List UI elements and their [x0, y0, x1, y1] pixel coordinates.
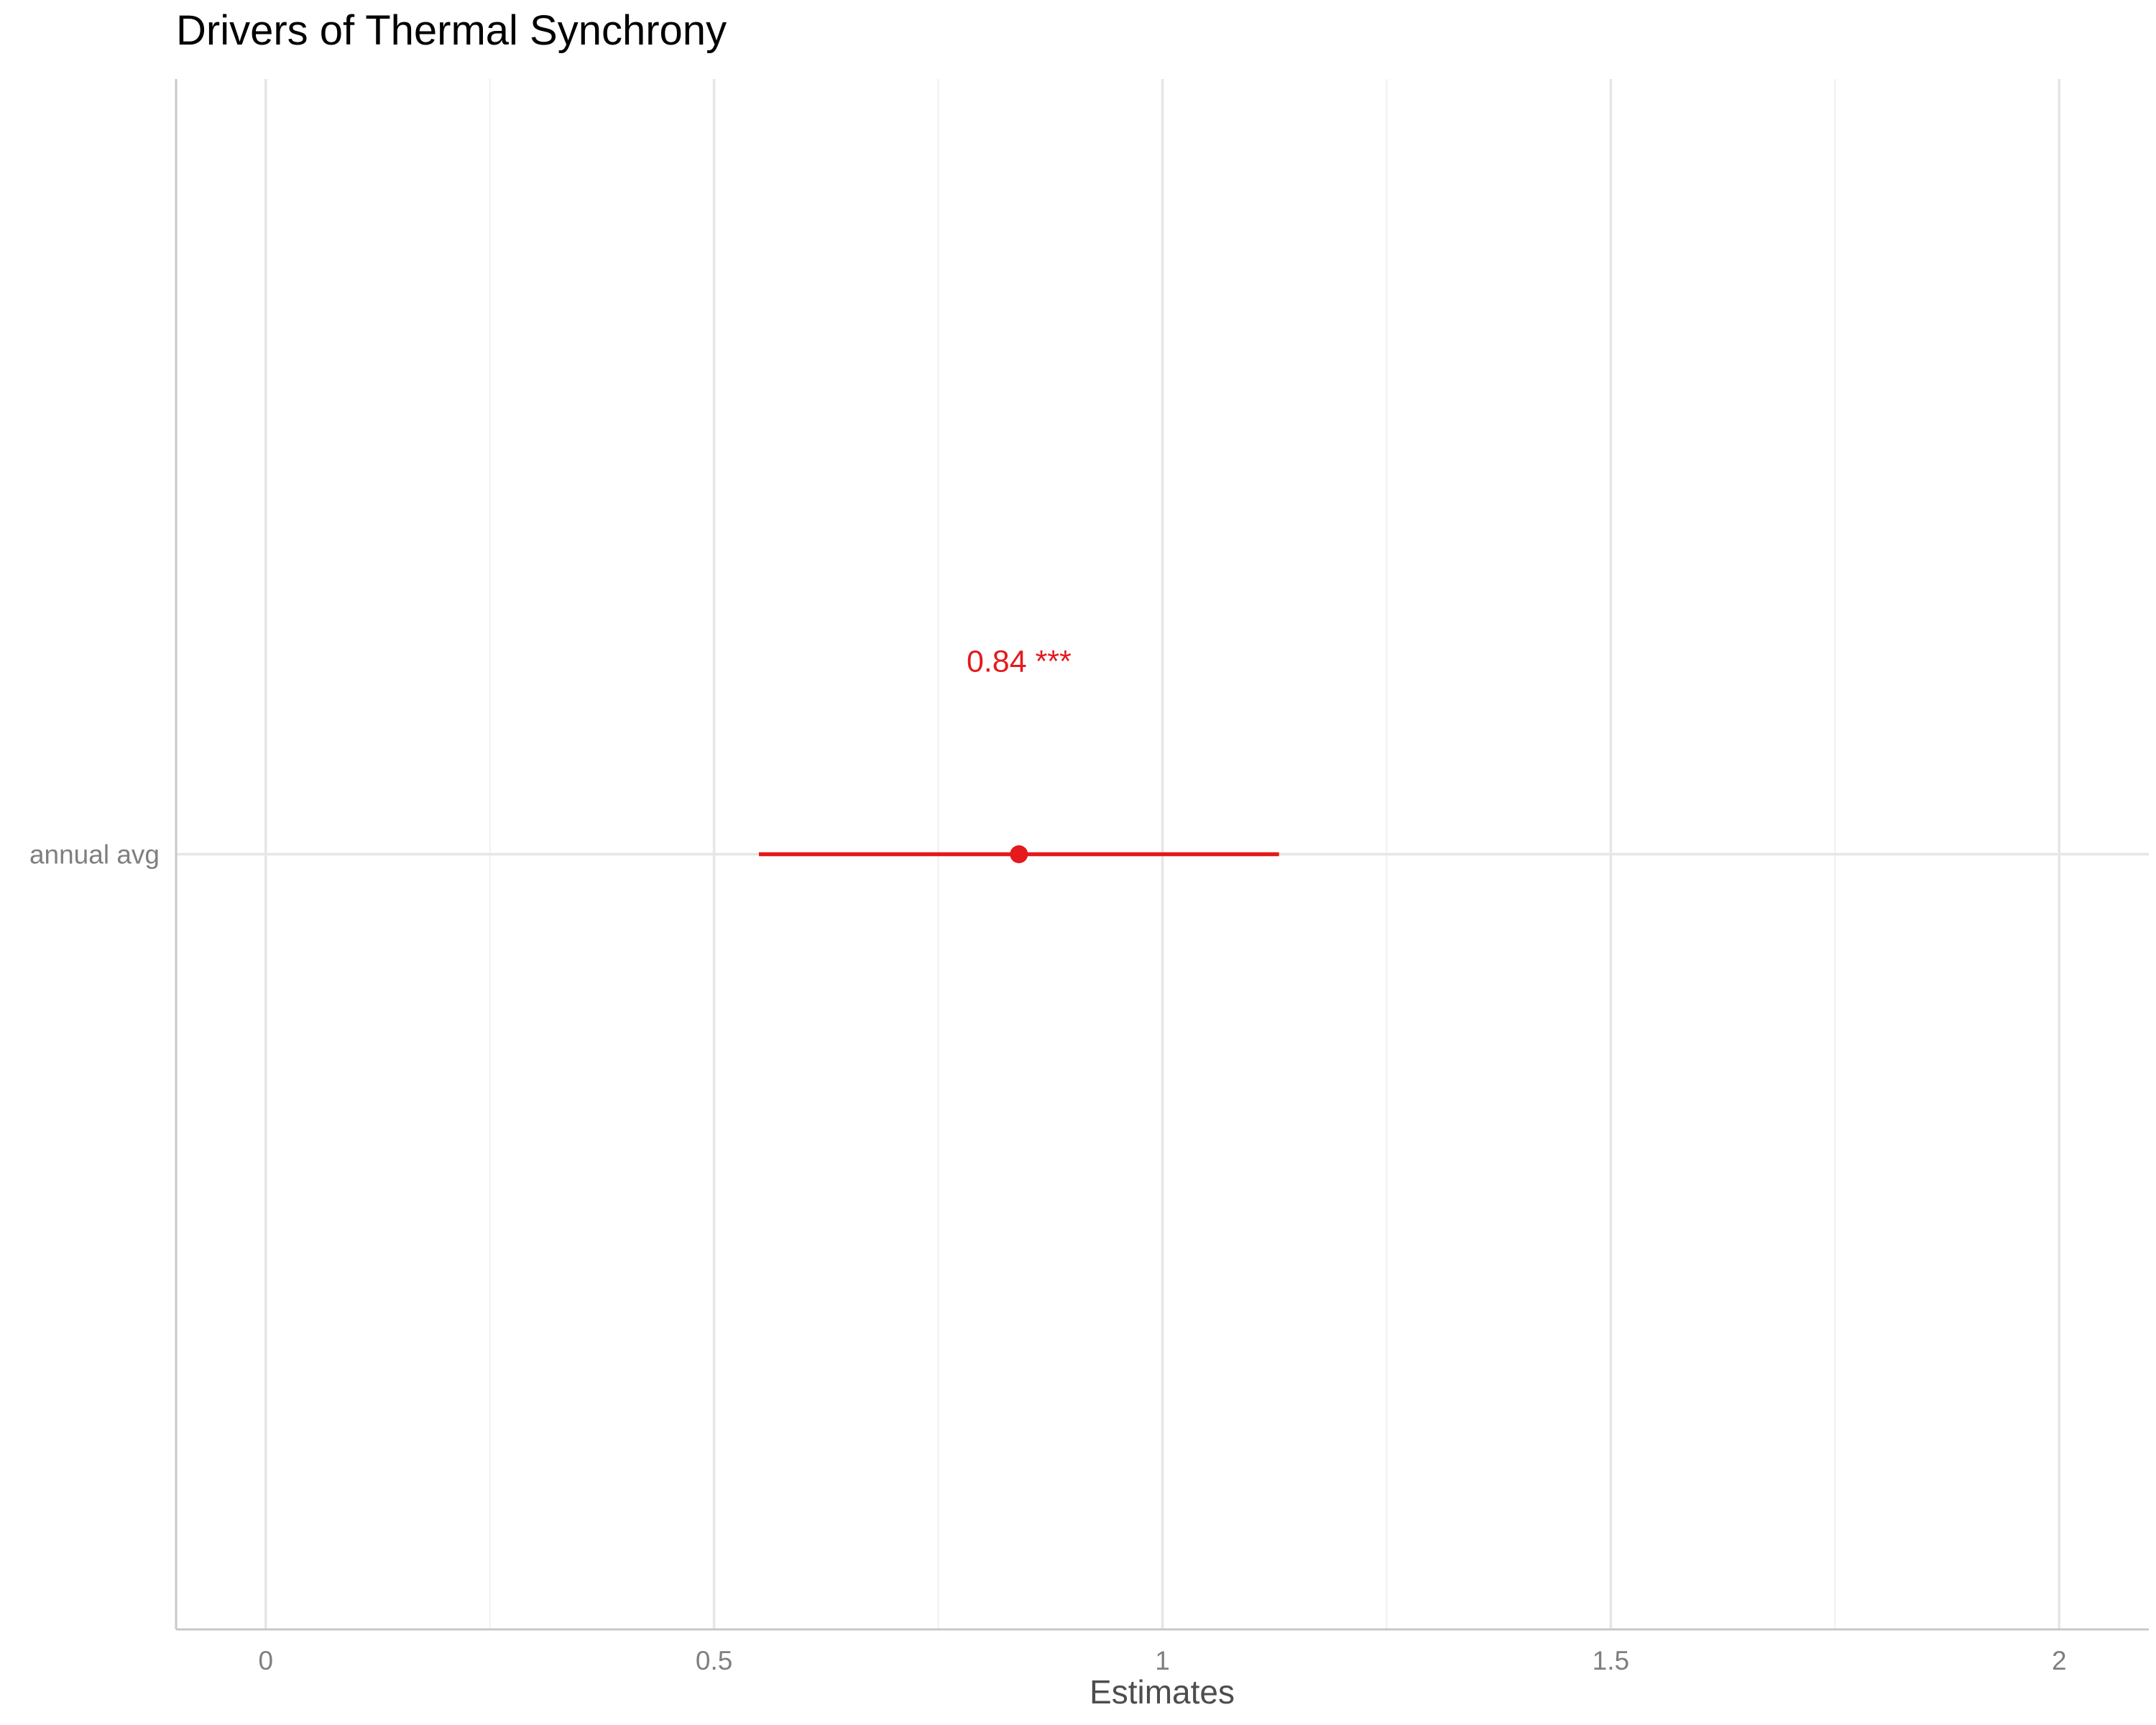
chart-title: Drivers of Thermal Synchrony: [176, 7, 727, 54]
x-tick-labels: 0 0.5 1 1.5 2: [258, 1646, 2066, 1675]
gridlines: [176, 79, 2149, 1629]
x-tick-label-4: 2: [2052, 1646, 2067, 1675]
x-tick-label-3: 1.5: [1593, 1646, 1629, 1675]
x-tick-label-2: 1: [1155, 1646, 1170, 1675]
x-axis-title: Estimates: [1089, 1673, 1235, 1711]
term-estimates: annual avg 0.84 ***: [29, 645, 1279, 870]
x-tick-label-1: 0.5: [696, 1646, 732, 1675]
estimate-point-0: [1010, 845, 1028, 863]
y-tick-label-0: annual avg: [29, 840, 160, 870]
estimate-value-label-0: 0.84 ***: [967, 645, 1072, 679]
x-tick-label-0: 0: [258, 1646, 273, 1675]
